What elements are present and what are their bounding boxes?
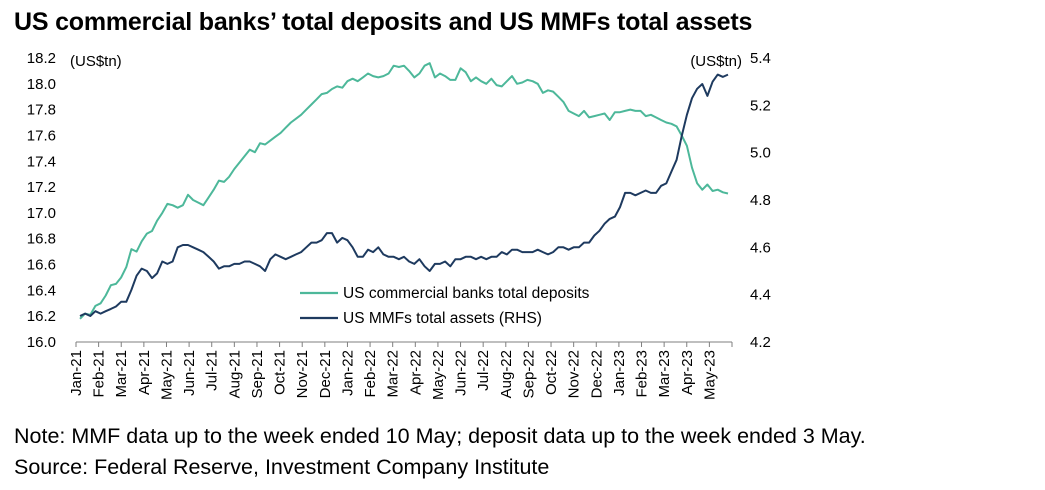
x-tick-label: Oct-22 (543, 350, 560, 395)
left-tick-label: 16.0 (27, 334, 56, 351)
legend-label-2: US MMFs total assets (RHS) (343, 310, 542, 327)
x-tick-label: Apr-22 (407, 350, 424, 395)
x-tick-label: Jan-23 (611, 350, 628, 396)
x-tick-label: Jul-22 (475, 350, 492, 391)
right-tick-label: 4.2 (750, 334, 771, 351)
right-tick-label: 4.8 (750, 192, 771, 209)
axes-group: 18.2 18.0 17.8 17.6 17.4 17.2 17.0 16.8 16.6 16.4… (27, 50, 771, 400)
series-group (79, 62, 729, 320)
left-tick-label: 17.2 (27, 179, 56, 196)
left-tick-label: 17.8 (27, 102, 56, 119)
x-tick-label: Jun-22 (453, 350, 470, 396)
x-tick-label: Feb-21 (91, 350, 108, 398)
left-tick-label: 17.6 (27, 127, 56, 144)
x-tick-label: Aug-21 (226, 350, 243, 398)
x-tick-label: Apr-21 (136, 350, 153, 395)
x-tick-label: Nov-21 (294, 350, 311, 398)
x-tick-label: May-21 (158, 350, 175, 400)
series-line-1 (79, 62, 729, 320)
left-axis-unit: (US$tn) (70, 53, 122, 70)
series-line-2 (79, 73, 729, 317)
x-tick-label: Jan-22 (339, 350, 356, 396)
footnote: Note: MMF data up to the week ended 10 M… (14, 424, 866, 448)
legend: US commercial banks total deposits US MMF… (300, 285, 590, 327)
right-tick-label: 5.4 (750, 50, 771, 67)
x-tick-label: Mar-21 (113, 350, 130, 398)
source-note: Source: Federal Reserve, Investment Comp… (14, 455, 550, 479)
left-tick-label: 16.6 (27, 257, 56, 274)
chart-area: 18.2 18.0 17.8 17.6 17.4 17.2 17.0 16.8 16.6 16.4… (27, 50, 771, 400)
right-tick-label: 4.4 (750, 287, 771, 304)
x-tick-label: Feb-23 (634, 350, 651, 398)
x-tick-label: Dec-21 (317, 350, 334, 398)
x-tick-label: Dec-22 (588, 350, 605, 398)
left-tick-label: 16.8 (27, 231, 56, 248)
right-axis-unit: (US$tn) (690, 53, 742, 70)
x-tick-label: Oct-21 (272, 350, 289, 395)
x-tick-label: May-22 (430, 350, 447, 400)
x-tick-label: Feb-22 (362, 350, 379, 398)
left-tick-label: 16.2 (27, 308, 56, 325)
x-tick-label: Mar-22 (385, 350, 402, 398)
x-tick-label: Sep-21 (249, 350, 266, 398)
left-tick-label: 18.2 (27, 50, 56, 67)
x-tick-label: Mar-23 (656, 350, 673, 398)
left-tick-label: 18.0 (27, 76, 56, 93)
left-tick-label: 17.0 (27, 205, 56, 222)
chart-title: US commercial banks’ total deposits and … (14, 8, 753, 36)
right-tick-label: 4.6 (750, 239, 771, 256)
left-tick-label: 17.4 (27, 153, 56, 170)
x-tick-label: Aug-22 (498, 350, 515, 398)
x-tick-label: Jul-21 (204, 350, 221, 391)
x-tick-label: May-23 (701, 350, 718, 400)
left-tick-label: 16.4 (27, 282, 56, 299)
x-tick-label: Jan-21 (68, 350, 85, 396)
x-tick-label: Apr-23 (679, 350, 696, 395)
legend-label-1: US commercial banks total deposits (343, 285, 590, 302)
x-tick-label: Nov-22 (566, 350, 583, 398)
right-tick-label: 5.2 (750, 97, 771, 114)
x-tick-label: Jun-21 (181, 350, 198, 396)
right-tick-label: 5.0 (750, 145, 771, 162)
x-tick-label: Sep-22 (520, 350, 537, 398)
